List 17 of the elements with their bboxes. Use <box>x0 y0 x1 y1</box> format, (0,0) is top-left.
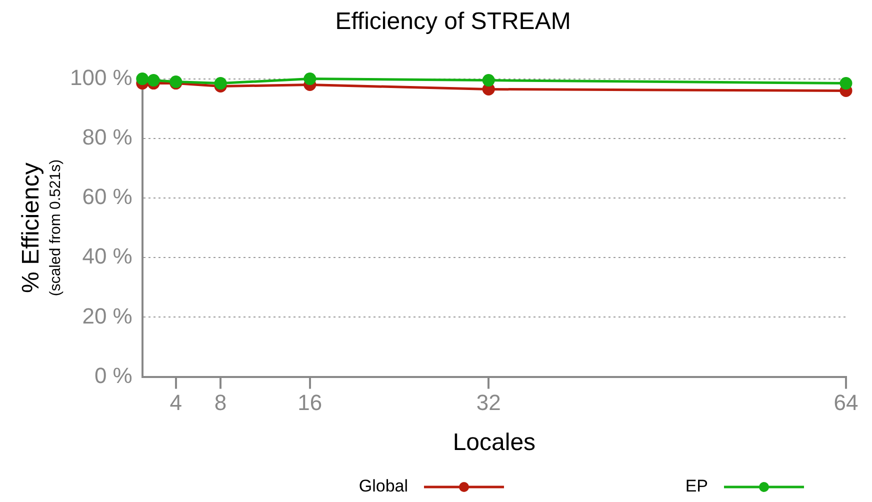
y-tick-label: 20 % <box>82 303 132 328</box>
chart-title: Efficiency of STREAM <box>335 8 571 36</box>
legend-label: Global <box>358 476 408 496</box>
x-tick-label: 32 <box>476 390 501 416</box>
y-tick-label: 40 % <box>82 244 132 269</box>
x-tick-label: 64 <box>834 390 858 416</box>
x-tick-label: 4 <box>170 390 182 416</box>
text: (scaled from 0.521s) <box>47 159 64 296</box>
y-tick-label: 0 % <box>94 362 132 388</box>
y-tick-label: 60 % <box>82 184 132 210</box>
x-axis-title: Locales <box>452 429 536 456</box>
y-axis-title: % Efficiency <box>18 162 45 293</box>
y-tick-label: 80 % <box>82 124 132 150</box>
y-tick-label: 100 % <box>70 64 132 90</box>
legend-label: EP <box>685 476 708 496</box>
x-tick-label: 8 <box>214 390 227 416</box>
x-tick-label: 16 <box>298 390 322 416</box>
